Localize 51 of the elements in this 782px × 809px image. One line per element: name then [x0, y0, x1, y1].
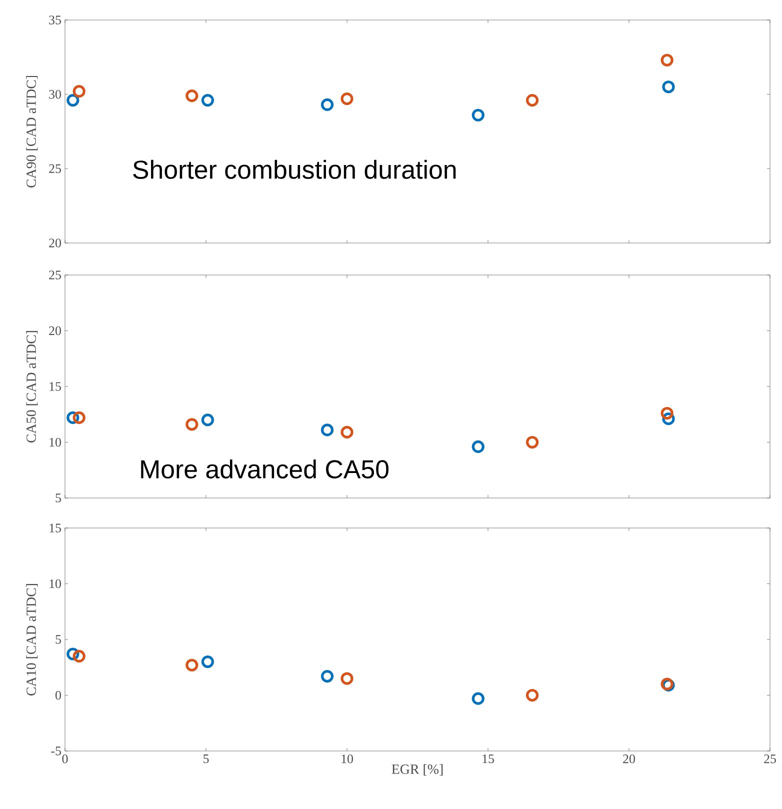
y-tick-label: 0: [56, 690, 61, 700]
y-tick-label: 20: [49, 238, 61, 248]
y-tick-label: 15: [50, 524, 61, 532]
point: [660, 54, 674, 66]
point: [72, 411, 86, 424]
point: [186, 418, 198, 431]
point: [320, 98, 334, 112]
point: [72, 85, 86, 98]
point: [526, 94, 539, 107]
point: [201, 94, 214, 107]
point: [340, 92, 354, 106]
y-tick-label: 35: [49, 16, 61, 24]
point: [662, 80, 675, 94]
annotation: More advanced CA50: [141, 459, 388, 479]
y-axis-title: CA90 [CAD aTDC]: [26, 76, 38, 188]
y-tick-label: 15: [50, 382, 61, 391]
x-tick-label: 10: [342, 754, 353, 764]
point: [472, 692, 484, 705]
point: [320, 424, 334, 436]
point: [340, 426, 354, 439]
y-tick-label: 10: [50, 438, 61, 447]
y-tick-label: 5: [56, 494, 61, 502]
x-tick-label: 0: [62, 754, 68, 764]
x-tick-label: 20: [623, 754, 635, 764]
point: [66, 94, 80, 107]
x-axis-title: EGR [%]: [392, 764, 443, 776]
x-tick-label: 5: [204, 754, 209, 764]
y-tick-label: 25: [49, 270, 61, 280]
y-axis-title: CA50 [CAD aTDC]: [26, 330, 38, 442]
point: [201, 655, 214, 668]
y-tick-label: 10: [50, 579, 61, 588]
point: [472, 440, 484, 453]
point: [340, 672, 354, 685]
point: [660, 406, 674, 420]
point: [186, 658, 198, 672]
point: [186, 90, 198, 102]
point: [526, 688, 539, 702]
point: [526, 436, 539, 449]
y-tick-label: 25: [49, 164, 61, 174]
y-tick-label: 5: [56, 635, 61, 644]
x-tick-label: 25: [764, 754, 776, 764]
y-tick-label: 30: [49, 90, 61, 99]
point: [320, 670, 334, 683]
y-axis-title: CA10 [CAD aTDC]: [26, 584, 38, 696]
y-tick-label: 20: [49, 326, 61, 336]
point: [472, 108, 484, 122]
x-tick-label: 15: [482, 754, 494, 764]
annotation: Shorter combustion duration: [133, 160, 456, 179]
point: [72, 650, 86, 663]
y-tick-label: -5: [51, 746, 61, 756]
point: [201, 414, 214, 426]
